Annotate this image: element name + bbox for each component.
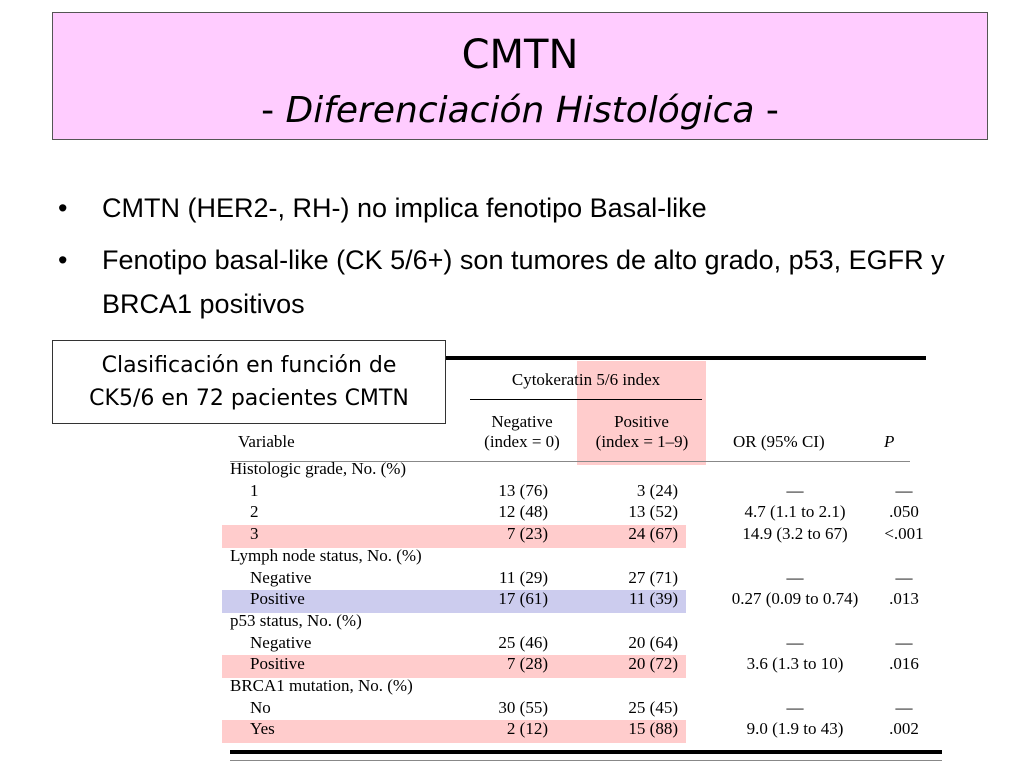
cell-negative: 7 (23) bbox=[506, 524, 548, 544]
cell-or: — bbox=[786, 567, 804, 587]
cell-negative: 11 (29) bbox=[499, 567, 548, 587]
cell-positive: 20 (72) bbox=[628, 654, 678, 674]
row-highlight bbox=[222, 655, 686, 678]
cell-p: <.001 bbox=[884, 524, 924, 544]
cell-positive: 20 (64) bbox=[628, 632, 678, 652]
cell-or: 4.7 (1.1 to 2.1) bbox=[744, 502, 846, 522]
section-label: BRCA1 mutation, No. (%) bbox=[230, 676, 413, 695]
row-label: 2 bbox=[250, 502, 259, 522]
cell-or: 3.6 (1.3 to 10) bbox=[746, 654, 844, 674]
cell-positive: 15 (88) bbox=[628, 719, 678, 739]
title-box: CMTN - Diferenciación Histológica - bbox=[52, 12, 988, 140]
title-subtitle: - Diferenciación Histológica - bbox=[53, 89, 987, 133]
row-highlight bbox=[222, 720, 686, 744]
header-variable: Variable bbox=[238, 432, 295, 451]
bullet-list: • CMTN (HER2-, RH-) no implica fenotipo … bbox=[58, 186, 998, 334]
cell-or: — bbox=[786, 697, 804, 717]
row-label: Negative bbox=[250, 632, 312, 652]
header-bottom-rule bbox=[230, 461, 910, 462]
spanner-header: Cytokeratin 5/6 index bbox=[511, 370, 661, 389]
bullet-text: Fenotipo basal-like (CK 5/6+) son tumore… bbox=[102, 245, 945, 319]
bullet-text: CMTN (HER2-, RH-) no implica fenotipo Ba… bbox=[102, 193, 707, 223]
row-label: 1 bbox=[250, 480, 259, 500]
cell-positive: 3 (24) bbox=[636, 480, 678, 500]
row-label: 3 bbox=[250, 524, 259, 544]
title-main: CMTN bbox=[461, 32, 579, 78]
row-label: Negative bbox=[250, 567, 312, 587]
cell-p: — bbox=[895, 697, 913, 717]
cell-p: .002 bbox=[889, 719, 919, 739]
cell-positive: 13 (52) bbox=[628, 502, 678, 522]
cell-p: — bbox=[895, 632, 913, 652]
caption-line-1: Clasificación en función de bbox=[101, 353, 397, 378]
cell-p: — bbox=[895, 567, 913, 587]
row-label: Positive bbox=[250, 654, 305, 674]
cell-positive: 25 (45) bbox=[628, 697, 678, 717]
header-positive-index: (index = 1–9) bbox=[595, 432, 689, 451]
section-label: Lymph node status, No. (%) bbox=[230, 545, 422, 565]
caption-line-2: CK5/6 en 72 pacientes CMTN bbox=[89, 386, 409, 411]
cell-negative: 30 (55) bbox=[498, 697, 548, 717]
bullet-marker: • bbox=[58, 245, 68, 275]
footer-rule bbox=[230, 760, 942, 761]
section-label: p53 status, No. (%) bbox=[230, 610, 362, 630]
caption-box: Clasificación en función de CK5/6 en 72 … bbox=[52, 340, 446, 424]
subtitle-prefix: - bbox=[261, 90, 286, 131]
cell-negative: 25 (46) bbox=[498, 632, 548, 652]
cell-or: 14.9 (3.2 to 67) bbox=[742, 524, 848, 544]
cell-negative: 13 (76) bbox=[498, 480, 548, 500]
cell-p: .016 bbox=[889, 654, 919, 674]
header-negative: Negative bbox=[491, 412, 553, 431]
positive-column-highlight bbox=[577, 361, 706, 465]
table-bottom-rule bbox=[230, 750, 942, 754]
row-label: No bbox=[250, 697, 271, 717]
cell-or: — bbox=[786, 480, 804, 500]
header-or: OR (95% CI) bbox=[733, 432, 825, 451]
row-label: Yes bbox=[250, 719, 275, 739]
row-highlight bbox=[222, 525, 686, 548]
bullet-item: • CMTN (HER2-, RH-) no implica fenotipo … bbox=[58, 186, 998, 230]
section-label: Histologic grade, No. (%) bbox=[230, 459, 407, 478]
row-label: Positive bbox=[250, 589, 305, 609]
header-p: P bbox=[884, 432, 895, 451]
cell-negative: 12 (48) bbox=[498, 502, 548, 522]
cell-or: — bbox=[786, 632, 804, 652]
cell-negative: 2 (12) bbox=[506, 719, 548, 739]
cell-p: .013 bbox=[889, 589, 919, 609]
cell-p: .050 bbox=[889, 502, 919, 522]
header-negative-index: (index = 0) bbox=[484, 432, 560, 451]
spanner-rule bbox=[470, 399, 702, 400]
bullet-marker: • bbox=[58, 193, 68, 223]
row-highlight bbox=[222, 590, 686, 613]
cell-negative: 7 (28) bbox=[506, 654, 548, 674]
cell-or: 0.27 (0.09 to 0.74) bbox=[731, 589, 859, 609]
cell-negative: 17 (61) bbox=[498, 589, 548, 609]
cell-positive: 11 (39) bbox=[629, 589, 678, 609]
cell-positive: 27 (71) bbox=[628, 567, 678, 587]
bullet-item: • Fenotipo basal-like (CK 5/6+) son tumo… bbox=[58, 238, 982, 326]
cell-positive: 24 (67) bbox=[628, 524, 678, 544]
cell-or: 9.0 (1.9 to 43) bbox=[746, 719, 844, 739]
cell-p: — bbox=[895, 480, 913, 500]
subtitle-suffix: - bbox=[754, 90, 779, 131]
table-top-rule bbox=[446, 356, 926, 360]
header-positive: Positive bbox=[614, 412, 669, 431]
subtitle-italic: Diferenciación Histológica bbox=[285, 90, 755, 131]
